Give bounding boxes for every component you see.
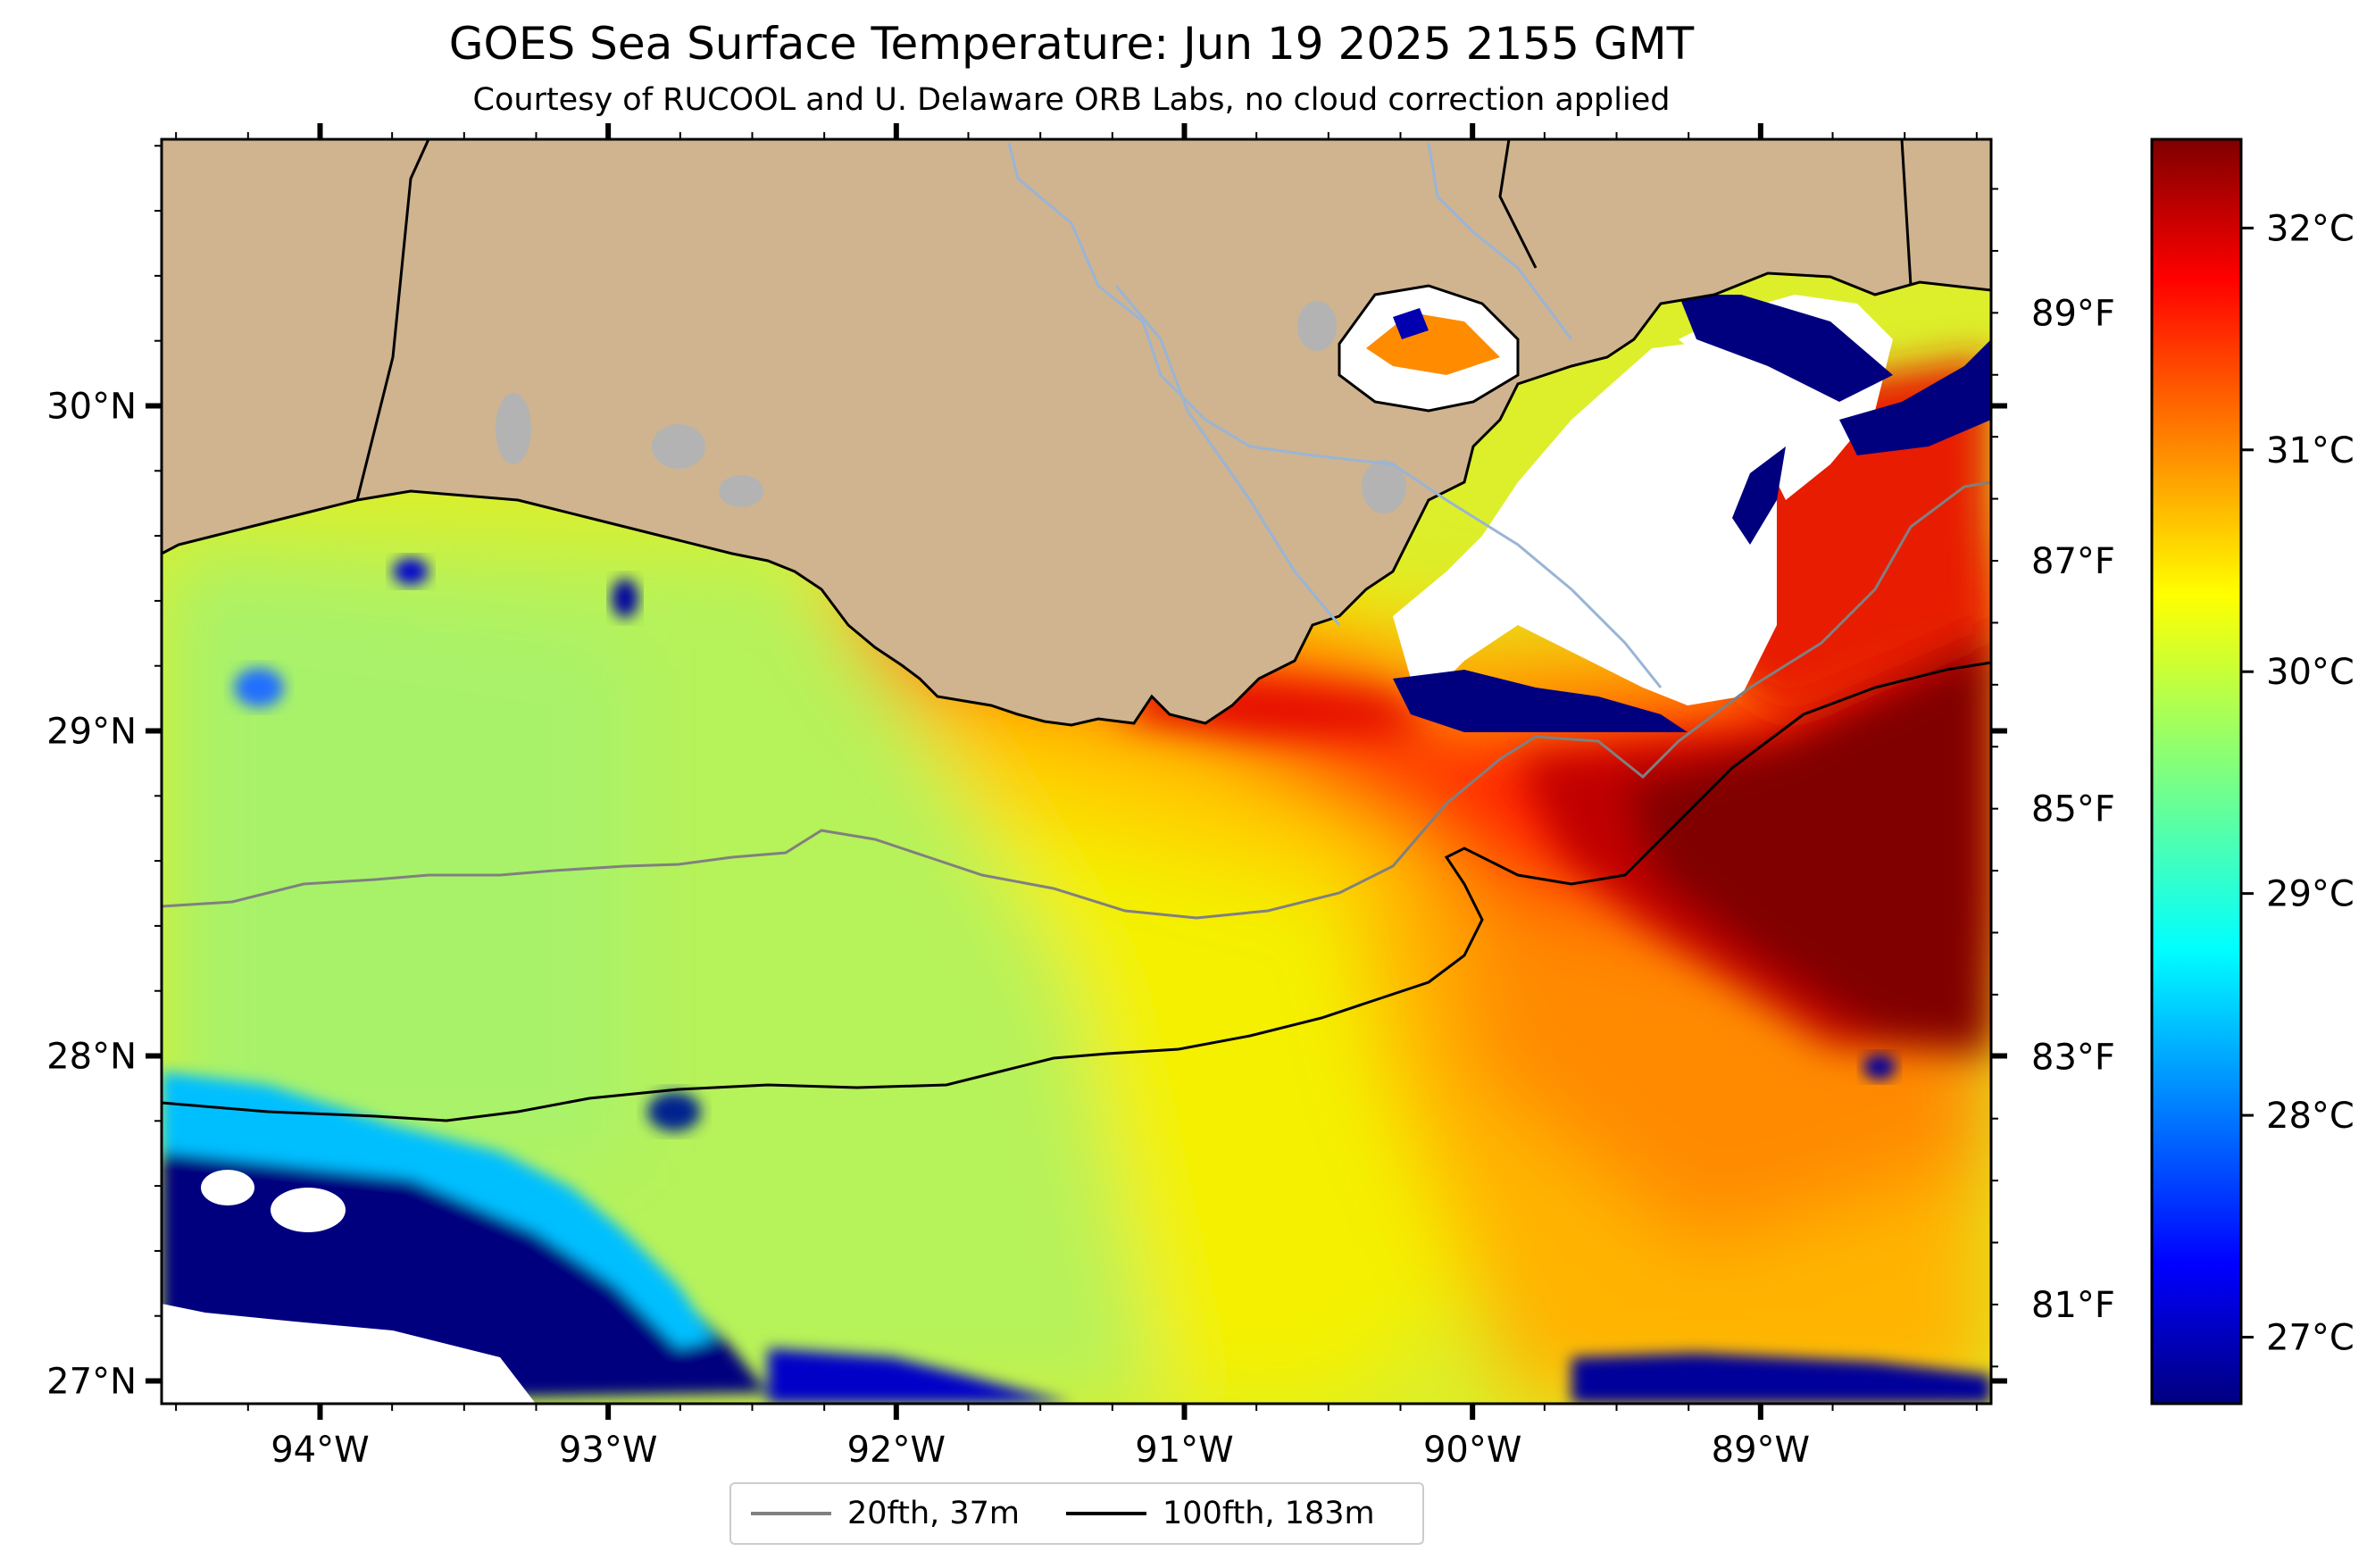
cold-spot <box>647 1092 701 1131</box>
lon-tick-label: 91°W <box>1135 1430 1233 1471</box>
sst-field <box>162 139 1991 1404</box>
legend-item-100fth: 100fth, 183m <box>1066 1496 1375 1531</box>
fahrenheit-tick-label: 81°F <box>2031 1285 2115 1326</box>
colorbar-axis: 27°C 28°C 29°C 30°C 31°C 32°C <box>2241 208 2354 1358</box>
colorbar-tick-label: 31°C <box>2266 430 2354 471</box>
cold-spot <box>393 558 429 585</box>
cold-spot <box>234 668 284 707</box>
grand-lake <box>652 424 705 469</box>
figure-title: GOES Sea Surface Temperature: Jun 19 202… <box>448 18 1695 70</box>
fahrenheit-tick-label: 87°F <box>2031 541 2115 582</box>
lon-tick-label: 90°W <box>1423 1430 1521 1471</box>
lake-cold-spot <box>1393 308 1429 339</box>
cloud-mask-patch <box>201 1170 254 1205</box>
cold-spot <box>612 579 638 618</box>
cloud-mask-patch <box>271 1188 346 1232</box>
fahrenheit-tick-label: 85°F <box>2031 789 2115 830</box>
cloud-mask-delta <box>1393 339 1777 705</box>
lat-tick-label: 27°N <box>46 1362 137 1403</box>
cold-nearshore <box>1732 446 1786 545</box>
cold-nearshore <box>1393 670 1688 732</box>
cold-nearshore <box>1679 295 1893 402</box>
figure-subtitle: Courtesy of RUCOOL and U. Delaware ORB L… <box>472 82 1671 118</box>
lat-tick-label: 30°N <box>46 386 137 427</box>
legend-item-20fth: 20fth, 37m <box>751 1496 1020 1531</box>
state-border-ms-al <box>1900 139 1913 287</box>
colorbar-tick-label: 32°C <box>2266 208 2354 249</box>
map-frame <box>160 138 1993 1405</box>
isobath-100fth <box>162 661 1991 1122</box>
cold-spot <box>1863 1055 1896 1080</box>
legend-label-20fth: 20fth, 37m <box>847 1496 1021 1531</box>
longitude-axis: 94°W 93°W 92°W 91°W 90°W 89°W <box>175 123 1978 1471</box>
isobath-20fth <box>162 480 1991 920</box>
colorbar-tick-label: 28°C <box>2266 1096 2354 1137</box>
lon-tick-label: 93°W <box>559 1430 657 1471</box>
atchafalaya-river <box>1114 285 1341 626</box>
latitude-axis: 27°N 28°N 29°N 30°N <box>46 145 2007 1403</box>
state-border-la-ms <box>1498 139 1538 269</box>
mississippi-river <box>1007 142 1663 688</box>
state-border-tx-la <box>355 139 430 501</box>
cold-nearshore <box>1839 339 1991 455</box>
lat-tick-label: 29°N <box>46 711 137 752</box>
fahrenheit-axis: 89°F 87°F 85°F 83°F 81°F <box>1991 188 2115 1368</box>
fahrenheit-tick-label: 89°F <box>2031 293 2115 334</box>
legend-swatch-20fth <box>751 1512 831 1515</box>
colorbar-tick-label: 30°C <box>2266 652 2354 693</box>
lon-tick-label: 92°W <box>847 1430 946 1471</box>
colorbar <box>2150 138 2243 1405</box>
lake-maurepas <box>1297 301 1337 351</box>
fahrenheit-tick-label: 83°F <box>2031 1037 2115 1078</box>
lon-tick-label: 89°W <box>1712 1430 1810 1471</box>
land-mass <box>162 139 1991 727</box>
lon-tick-label: 94°W <box>271 1430 369 1471</box>
colorbar-tick-label: 29°C <box>2266 874 2354 915</box>
lat-tick-label: 28°N <box>46 1037 137 1078</box>
legend-swatch-100fth <box>1066 1512 1147 1515</box>
lake-calcasieu <box>496 393 531 464</box>
white-lake <box>719 475 763 507</box>
lake-salvador <box>1362 460 1406 513</box>
legend: 20fth, 37m 100fth, 183m <box>729 1482 1424 1545</box>
legend-label-100fth: 100fth, 183m <box>1163 1496 1375 1531</box>
colorbar-tick-label: 27°C <box>2266 1317 2354 1358</box>
cloud-mask-south <box>162 1304 536 1404</box>
pearl-river <box>1427 142 1573 340</box>
